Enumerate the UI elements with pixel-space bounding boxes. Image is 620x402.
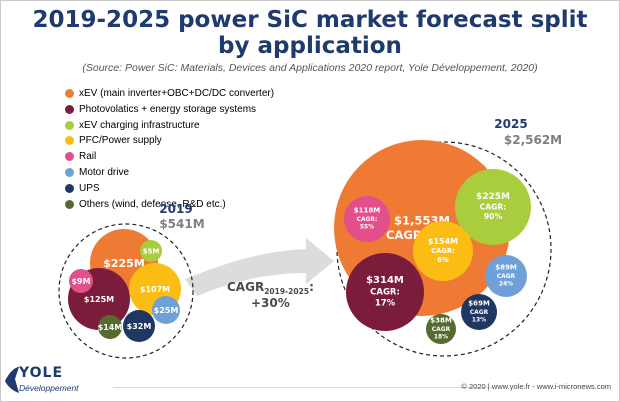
bubble-2019-7 [140,240,162,262]
bubble-value-label: $225M [103,257,145,270]
bubble-value-label: $314M [366,275,404,286]
legend-dot-icon [65,136,74,146]
bubble-value-label: $125M [84,295,114,304]
legend-label: UPS [79,182,100,194]
bubble-2025-2 [455,169,531,245]
legend-dot-icon [65,183,74,193]
bubble-2019-6 [69,269,93,293]
bubble-value-label: $9M [71,277,90,286]
bubble-2019-5 [98,315,122,339]
bubble-cagr-label: CAGR: [370,288,400,298]
bubble-cagr-label: CAGR: [480,202,507,211]
legend-label: Others (wind, defense, R&D etc.) [79,198,226,210]
legend-label: Motor drive [79,166,130,178]
bubble-2019-3 [123,310,155,342]
footer-copyright: © 2020 | www.yole.fr - www.i-micronews.c… [461,382,611,391]
source-note: (Source: Power SiC: Materials, Devices a… [82,62,538,74]
bubble-2019-4 [152,296,180,324]
bubble-value-label: $107M [140,285,170,294]
cagr-overall: CAGR2019-2025: [227,280,314,296]
bubble-cagr-value: 90% [484,212,503,221]
bubble-cagr-value: 6% [437,256,449,264]
bubble-value-label: $69M [468,300,490,308]
bubble-2025-7 [426,314,456,344]
logo-subtext: Développement [19,383,79,393]
bubble-value-label: $89M [495,264,517,272]
year-label-2019: 2019 [159,202,192,216]
bubble-value-label: $5M [143,247,160,255]
title-line-1: 2019-2025 power SiC market forecast spli… [32,7,588,33]
legend-label: xEV charging infrastructure [79,119,200,131]
bubble-cagr-label: CAGR [432,326,451,333]
footer-divider [113,387,493,388]
year-boundary-2019 [58,223,194,359]
bubble-cagr-value: 13% [472,316,486,323]
bubble-2025-4 [344,196,390,242]
bubble-cagr-label: CAGR [497,273,516,280]
bubble-value-label: $25M [154,306,179,315]
title-line-2: by application [218,33,402,59]
bubble-value-label: $38M [430,317,452,325]
legend-dot-icon [65,152,74,162]
legend-dot-icon [65,167,74,177]
year-total-2025: $2,562M [504,133,562,147]
legend-dot-icon [65,104,74,114]
year-label-2025: 2025 [494,117,527,131]
yole-logo-icon [5,367,19,393]
legend-label: xEV (main inverter+OBC+DC/DC converter) [79,88,275,99]
bubble-cagr-value: 24% [499,280,513,287]
bubble-2025-6 [461,294,497,330]
bubble-cagr-label: CAGR: [357,216,378,223]
bubble-cagr-label: CAGR: [431,247,455,255]
bubble-value-label: $118M [354,207,380,215]
legend-dot-icon [65,120,74,130]
legend-dot-icon [65,199,74,209]
bubble-cagr-label: CAGR [470,309,489,316]
bubble-cagr-value: 55% [360,223,374,230]
bubble-value-label: $154M [428,237,458,246]
bubble-value-label: $14M [98,323,123,332]
year-total-2019: $541M [159,217,204,231]
year-boundary-2025 [336,141,552,357]
growth-arrow [185,238,334,296]
bubble-2025-3 [413,221,473,281]
legend-label: PFC/Power supply [79,135,162,147]
legend-label: Rail [79,151,97,163]
logo-text: YOLE [19,365,64,381]
bubble-cagr-value: 18% [434,333,448,340]
legend-dot-icon [65,89,74,98]
bubble-2025-5 [485,255,527,297]
cagr-overall-value: +30% [251,296,290,310]
legend-label: Photovolatics + energy storage systems [79,103,257,115]
bubble-value-label: $32M [127,322,152,331]
bubble-2025-1 [346,253,424,331]
bubble-value-label: $225M [476,192,510,202]
bubble-cagr-value: 17% [375,299,396,309]
